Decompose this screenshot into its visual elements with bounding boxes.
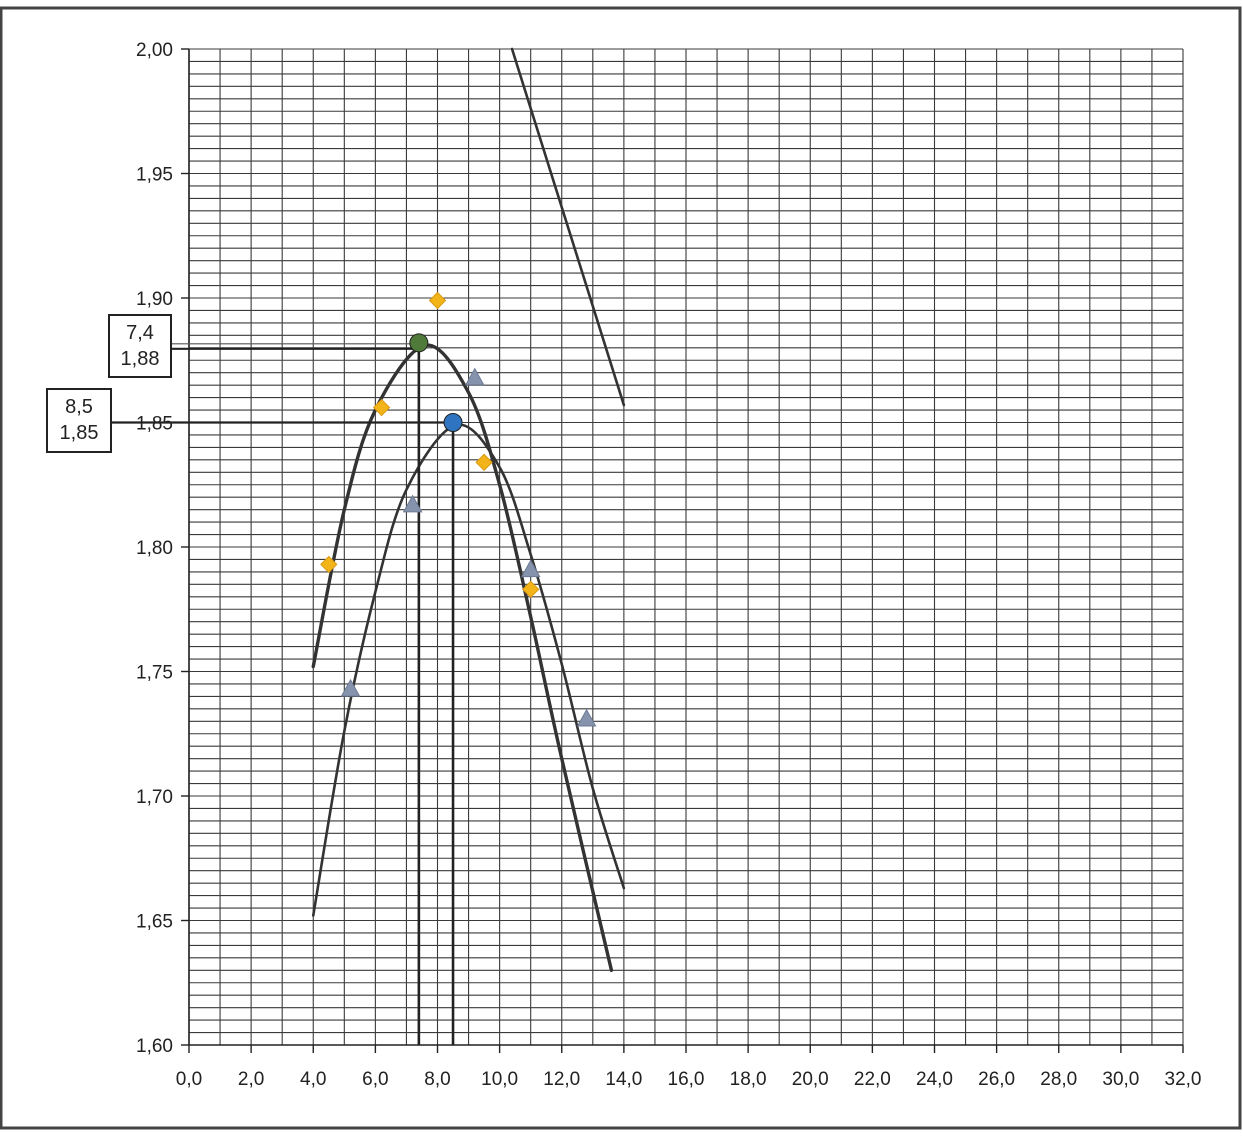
x-tick-label: 14,0: [605, 1069, 642, 1090]
guide-lines: [112, 342, 455, 1045]
triangle-point: [576, 708, 597, 727]
x-tick-label: 20,0: [792, 1069, 829, 1090]
data-points: [320, 291, 597, 727]
grid: [188, 48, 1184, 1046]
x-tick-label: 2,0: [238, 1069, 264, 1090]
outer-border: [0, 6, 1242, 1130]
callout-text-1: 1,88: [121, 348, 160, 370]
y-tick-label: 1,90: [136, 289, 173, 310]
highlight-point-1: [409, 333, 429, 353]
y-tick-label: 1,75: [136, 663, 173, 684]
x-tick-label: 6,0: [362, 1069, 388, 1090]
callout-text-2: 8,5: [65, 396, 93, 418]
callout-text-1: 7,4: [126, 322, 154, 344]
callout-text-2: 1,85: [60, 422, 99, 444]
diamond-point: [428, 291, 447, 310]
diamond-point: [475, 453, 493, 472]
x-tick-label: 12,0: [543, 1069, 580, 1090]
callouts: 7,4 1,88 8,5 1,85: [46, 314, 172, 453]
y-tick-label: 1,65: [136, 912, 173, 933]
fit-line: [510, 47, 626, 407]
y-tick-label: 1,70: [136, 787, 173, 808]
x-tick-label: 4,0: [300, 1069, 326, 1090]
x-tick-label: 28,0: [1040, 1069, 1077, 1090]
diamond-point: [372, 398, 391, 417]
x-tick-label: 22,0: [854, 1069, 891, 1090]
x-tick-label: 8,0: [424, 1069, 450, 1090]
diamond-point: [320, 555, 338, 574]
y-tick-label: 1,95: [136, 165, 173, 186]
x-tick-label: 26,0: [978, 1069, 1015, 1090]
x-tick-label: 10,0: [481, 1069, 518, 1090]
highlight-point-2: [443, 413, 463, 432]
y-tick-label: 1,60: [136, 1036, 173, 1057]
callout-box-2: [46, 388, 112, 453]
triangle-point: [402, 494, 423, 513]
y-tick-label: 1,85: [136, 414, 173, 435]
y-tick-label: 1,80: [136, 538, 173, 559]
diamond-point: [521, 580, 540, 599]
x-tick-label: 32,0: [1165, 1069, 1202, 1090]
axes: 0,0 2,0 4,0 6,0 8,0 10,0 12,0 14,0 16,0 18,0 20,0 2…: [136, 40, 1201, 1090]
x-tick-label: 0,0: [176, 1069, 202, 1090]
triangle-point: [520, 559, 541, 578]
triangle-point: [340, 678, 361, 697]
callout-box-1: [108, 314, 172, 378]
x-tick-label: 18,0: [730, 1069, 767, 1090]
x-tick-label: 30,0: [1102, 1069, 1139, 1090]
x-tick-label: 24,0: [916, 1069, 953, 1090]
fit-curve-1: [311, 343, 614, 972]
x-tick-label: 16,0: [668, 1069, 705, 1090]
y-tick-label: 2,00: [136, 40, 173, 61]
triangle-point: [464, 367, 485, 386]
